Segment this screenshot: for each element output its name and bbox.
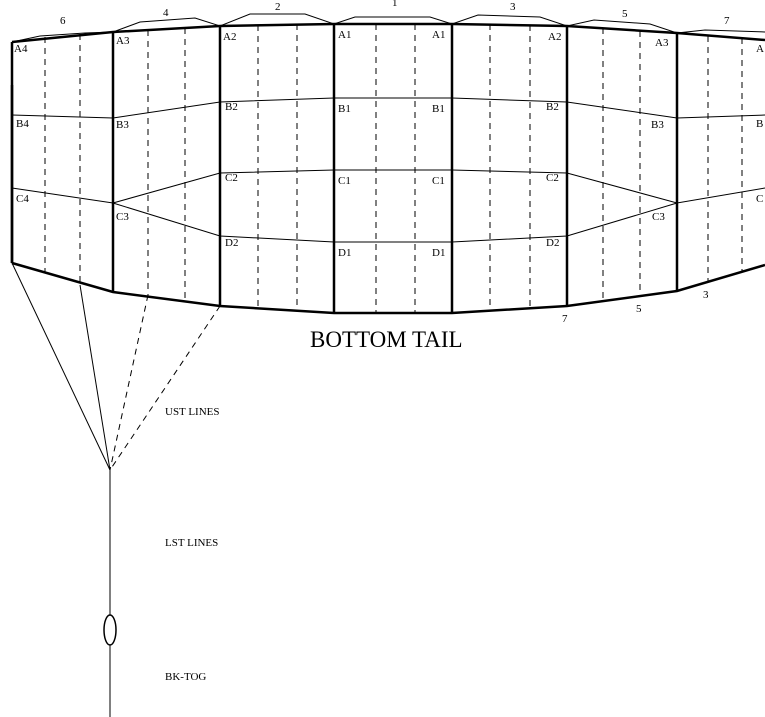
line	[11, 262, 111, 471]
attachment-label: C1	[338, 175, 351, 187]
attachment-label: A	[756, 43, 764, 55]
cell-number: 4	[163, 7, 169, 19]
lst-label: LST LINES	[165, 537, 218, 549]
attachment-label: C4	[16, 193, 29, 205]
attachment-label: B2	[225, 101, 238, 113]
attachment-label: C2	[225, 172, 238, 184]
cell-number: 3	[703, 289, 709, 301]
attachment-label: A1	[338, 29, 351, 41]
attachment-label: C	[756, 193, 763, 205]
line	[79, 284, 111, 471]
attachment-label: C1	[432, 175, 445, 187]
attachment-label: B	[756, 118, 763, 130]
cell-number: 7	[724, 15, 730, 27]
b-row	[11, 97, 765, 119]
attachment-label: D1	[432, 247, 445, 259]
cell-number: 2	[275, 1, 281, 13]
canopy-outline	[10, 13, 765, 717]
attachment-label: D2	[225, 237, 238, 249]
cell-number: 7	[562, 313, 568, 325]
line	[109, 294, 149, 471]
cell-number: 1	[392, 0, 398, 9]
line	[109, 305, 221, 471]
cell-number: 6	[60, 15, 66, 27]
attachment-label: D1	[338, 247, 351, 259]
attachment-label: A2	[548, 31, 561, 43]
bottom-label: BOTTOM TAIL	[310, 327, 463, 352]
attachment-label: A2	[223, 31, 236, 43]
attachment-label: C2	[546, 172, 559, 184]
attachment-label: A1	[432, 29, 445, 41]
attachment-label: B3	[116, 119, 129, 131]
attachment-label: A4	[14, 43, 28, 55]
toggle	[103, 614, 117, 646]
attachment-label: B1	[338, 103, 351, 115]
d-row	[112, 202, 678, 243]
attachment-label: B1	[432, 103, 445, 115]
toggle-label: BK-TOG	[165, 671, 206, 683]
trailing-edge	[11, 261, 765, 315]
attachment-label: D2	[546, 237, 559, 249]
attachment-label: A3	[116, 35, 130, 47]
attachment-label: B2	[546, 101, 559, 113]
cell-number: 3	[510, 1, 516, 13]
attachment-label: B3	[651, 119, 664, 131]
ust-label: UST LINES	[165, 406, 220, 418]
c-row	[11, 169, 765, 204]
attachment-label: A3	[655, 37, 669, 49]
top-cells	[11, 13, 765, 43]
attachment-label: B4	[16, 118, 29, 130]
cell-number: 5	[622, 8, 628, 20]
leading-edge	[11, 22, 765, 44]
cell-number: 5	[636, 303, 642, 315]
attachment-label: C3	[116, 211, 129, 223]
attachment-label: C3	[652, 211, 665, 223]
